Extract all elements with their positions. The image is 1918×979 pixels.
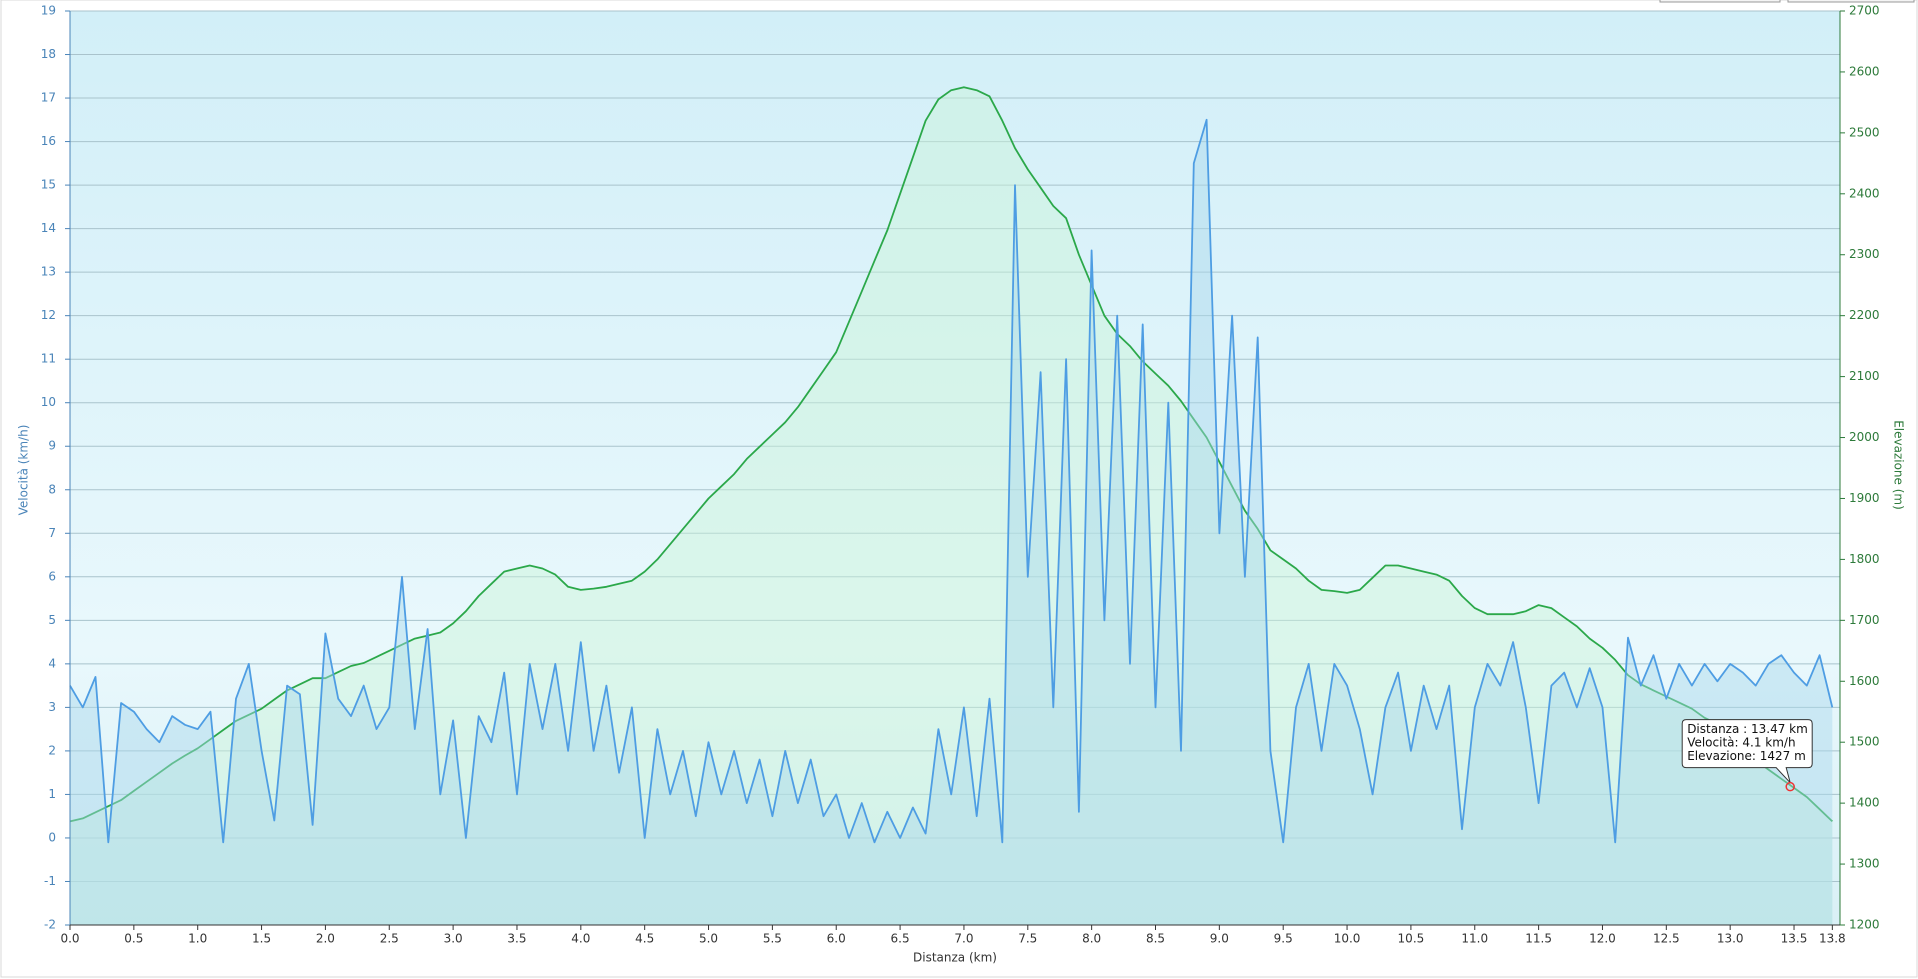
y2-tick-label: 2700	[1849, 4, 1880, 18]
x-tick-label: 2.5	[380, 932, 399, 946]
x-tick-label: 9.5	[1274, 932, 1293, 946]
y-tick-label: 1	[48, 787, 56, 801]
x-tick-label: 3.0	[444, 932, 463, 946]
x-tick-label: 1.5	[252, 932, 271, 946]
x-tick-label: 11.0	[1461, 932, 1488, 946]
tooltip-marker	[1785, 781, 1795, 792]
y-tick-label: 16	[41, 134, 56, 148]
x-tick-label: 7.0	[954, 932, 973, 946]
y2-tick-label: 2500	[1849, 125, 1880, 139]
toolbar-button[interactable]	[1787, 0, 1915, 3]
grid	[70, 10, 1840, 926]
series-line	[69, 118, 1834, 844]
y2-tick-label: 1900	[1849, 491, 1880, 505]
y2-tick-label: 1200	[1849, 918, 1880, 932]
x-tick-label: 2.0	[316, 932, 335, 946]
y-tick-label: 9	[48, 439, 56, 453]
x-tick-label: 0.5	[124, 932, 143, 946]
y-tick-label: 14	[41, 221, 56, 235]
y-tick-label: 6	[48, 569, 56, 583]
x-tick-label: 0.0	[60, 932, 79, 946]
y-tick-label: 11	[41, 352, 56, 366]
x-tick-label: 5.0	[699, 932, 718, 946]
area-fill	[70, 87, 1833, 925]
y-tick-label: 7	[48, 526, 56, 540]
y-tick-label: -1	[44, 874, 56, 888]
x-tick-label: 8.5	[1146, 932, 1165, 946]
y2-tick-label: 1500	[1849, 735, 1880, 749]
y-tick-label: 4	[48, 656, 56, 670]
x-tick-label: 5.5	[763, 932, 782, 946]
x-tick-label: 13.0	[1717, 932, 1744, 946]
y2-tick-label: 1800	[1849, 552, 1880, 566]
y2-tick-label: 2100	[1849, 369, 1880, 383]
x-tick-label: 12.5	[1653, 932, 1680, 946]
x-tick-label: 1.0	[188, 932, 207, 946]
x-tick-label: 8.0	[1082, 932, 1101, 946]
series-line	[69, 86, 1833, 823]
y-tick-label: 3	[48, 700, 56, 714]
y2-tick-label: 1600	[1849, 674, 1880, 688]
axes: -2-1012345678910111213141516171819120013…	[41, 4, 1880, 946]
toolbar-button[interactable]	[1659, 0, 1781, 3]
x-tick-label: 9.0	[1210, 932, 1229, 946]
x-tick-label: 13.5	[1781, 932, 1808, 946]
y-tick-label: 15	[41, 178, 56, 192]
y-tick-label: 8	[48, 482, 56, 496]
y-tick-label: 18	[41, 47, 56, 61]
y-tick-label: 10	[41, 395, 56, 409]
y-tick-label: 13	[41, 265, 56, 279]
x-tick-label: 11.5	[1525, 932, 1552, 946]
y-tick-label: 2	[48, 743, 56, 757]
x-tick-label: 7.5	[1018, 932, 1037, 946]
x-tick-label: 10.0	[1334, 932, 1361, 946]
x-tick-label: 3.5	[507, 932, 526, 946]
y2-tick-label: 2300	[1849, 247, 1880, 261]
x-tick-label: 6.0	[827, 932, 846, 946]
x-tick-label: 4.5	[635, 932, 654, 946]
tooltip-text: Elevazione: 1427 m	[1687, 749, 1806, 763]
y-tick-label: 17	[41, 91, 56, 105]
y-tick-label: 0	[48, 830, 56, 844]
tooltip-box	[1681, 719, 1813, 784]
x-tick-label: 6.5	[891, 932, 910, 946]
y-tick-label: -2	[44, 918, 56, 932]
x-tick-label: 12.0	[1589, 932, 1616, 946]
tooltip-text: Distanza : 13.47 km	[1687, 722, 1808, 736]
y2-axis-title: Elevazione (m)	[1892, 420, 1906, 510]
y-tick-label: 12	[41, 308, 56, 322]
y2-tick-label: 1700	[1849, 613, 1880, 627]
y2-tick-label: 2000	[1849, 430, 1880, 444]
y2-tick-label: 2600	[1849, 64, 1880, 78]
y-axis-title: Velocità (km/h)	[17, 425, 31, 516]
x-tick-label: 10.5	[1398, 932, 1425, 946]
y2-tick-label: 1400	[1849, 796, 1880, 810]
x-axis-title: Distanza (km)	[913, 951, 997, 965]
area-fill	[70, 119, 1833, 926]
tooltip-text: Velocità: 4.1 km/h	[1687, 736, 1795, 750]
y2-tick-label: 2400	[1849, 186, 1880, 200]
y-tick-label: 19	[41, 4, 56, 18]
y-tick-label: 5	[48, 613, 56, 627]
x-tick-label: 13.8	[1819, 932, 1846, 946]
y2-tick-label: 2200	[1849, 308, 1880, 322]
y2-tick-label: 1300	[1849, 857, 1880, 871]
marks	[69, 86, 1834, 926]
x-tick-label: 4.0	[571, 932, 590, 946]
